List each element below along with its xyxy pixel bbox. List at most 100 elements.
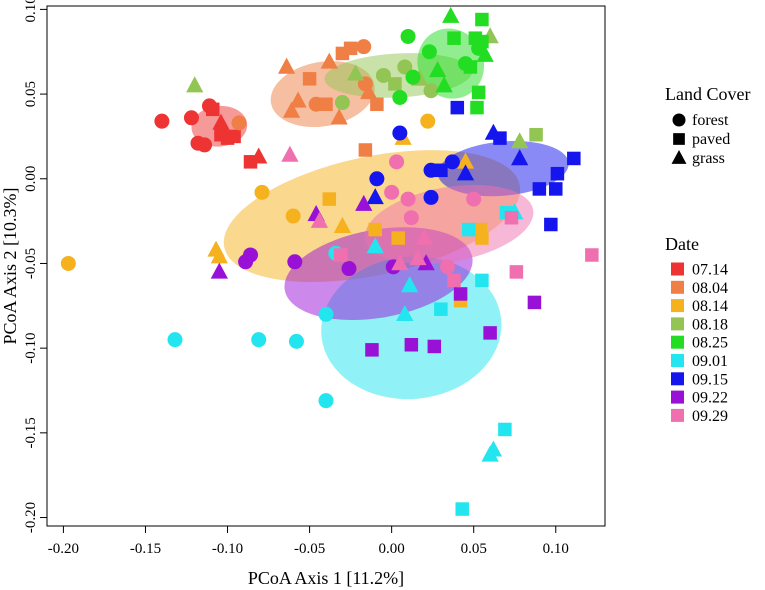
x-tick-label: 0.10 (543, 541, 569, 557)
point-09-29-triangle-9 (409, 249, 427, 266)
point-09-15-triangle-2 (366, 188, 384, 205)
point-08-14-square-9 (391, 231, 405, 245)
y-axis-label: PCoA Axis 2 [10.3%] (0, 187, 20, 344)
point-08-18-square-5 (388, 77, 402, 91)
point-09-22-circle-3 (243, 247, 259, 263)
data-points (60, 6, 599, 516)
point-07-14-square-9 (227, 129, 241, 144)
point-08-25-triangle-6 (442, 6, 460, 23)
x-tick-label: -0.20 (48, 541, 79, 557)
legend-date-label: 08.18 (692, 316, 728, 333)
legend-date-swatch (671, 408, 684, 422)
point-09-15-square-16 (550, 166, 565, 181)
point-09-15-circle-7 (444, 154, 460, 170)
legend-date-swatch (671, 335, 684, 349)
point-08-25-circle-2 (405, 69, 421, 85)
point-09-29-triangle-6 (391, 254, 409, 271)
point-08-04-triangle-14 (360, 83, 378, 100)
series-09-15 (366, 100, 581, 232)
point-08-04-triangle-9 (330, 108, 348, 125)
point-07-14-triangle-12 (250, 147, 268, 164)
point-09-22-circle-4 (287, 254, 303, 270)
point-09-29-square-15 (509, 265, 524, 279)
point-09-22-square-13 (483, 326, 497, 340)
point-09-01-square-16 (498, 422, 512, 437)
y-tick-label: 0.10 (23, 0, 39, 23)
point-09-15-square-13 (532, 182, 547, 196)
point-09-15-triangle-12 (511, 149, 529, 166)
point-09-15-circle-1 (369, 171, 385, 187)
y-tick-label: -0.05 (23, 248, 39, 279)
legend-forest-circle-icon (672, 113, 686, 127)
point-09-01-circle-2 (251, 332, 267, 348)
point-08-14-circle-1 (60, 255, 76, 271)
legend-date-label: 09.01 (692, 353, 728, 370)
series-09-29 (281, 145, 599, 288)
point-07-14-circle-2 (183, 110, 199, 126)
x-axis-label: PCoA Axis 1 [11.2%] (248, 568, 404, 588)
x-tick-label: -0.10 (212, 541, 243, 557)
point-08-25-square-14 (463, 60, 478, 74)
point-08-04-triangle-2 (277, 57, 296, 74)
legend-date-swatch (671, 262, 684, 276)
point-09-01-triangle-8 (396, 304, 414, 322)
x-tick-label: -0.05 (294, 541, 325, 557)
point-09-29-circle-8 (403, 210, 419, 226)
point-09-15-circle-3 (392, 125, 408, 141)
x-tick-label: -0.15 (130, 541, 161, 557)
legend-land-cover-title: Land Cover (665, 84, 750, 104)
legend-date-label: 09.29 (692, 408, 728, 425)
point-08-25-triangle-4 (428, 61, 447, 78)
point-09-29-circle-7 (400, 191, 416, 207)
point-07-14-triangle-10 (212, 113, 230, 130)
legend-land-cover: Land Cover forest paved grass (665, 84, 750, 167)
legend-date-label: 07.14 (692, 262, 728, 279)
y-tick-label: 0.00 (23, 166, 39, 192)
point-09-22-square-15 (453, 287, 468, 301)
point-09-29-circle-4 (384, 184, 400, 200)
x-tick-label: 0.05 (461, 541, 487, 557)
point-08-04-triangle-8 (320, 52, 338, 69)
point-08-14-triangle-3 (210, 247, 228, 264)
point-09-01-triangle-9 (401, 276, 419, 293)
legend-paved-square-icon (673, 133, 685, 145)
series-07-14 (154, 98, 268, 169)
x-tick-label: 0.00 (379, 541, 405, 557)
point-08-25-square-15 (471, 85, 486, 100)
point-08-14-circle-4 (254, 184, 270, 200)
point-08-14-triangle-12 (456, 152, 475, 169)
point-09-29-circle-5 (389, 154, 405, 170)
point-08-04-square-15 (370, 97, 384, 111)
legend-date-label: 09.15 (692, 371, 728, 388)
y-tick-label: -0.20 (23, 502, 39, 533)
point-09-15-triangle-9 (456, 164, 475, 181)
point-08-14-circle-5 (285, 208, 301, 224)
point-09-01-square-13 (455, 502, 469, 516)
point-09-01-triangle-7 (366, 237, 384, 254)
point-08-25-square-10 (475, 12, 489, 27)
point-09-29-square-16 (585, 248, 599, 262)
point-08-18-circle-2 (334, 95, 350, 111)
point-08-25-triangle-13 (476, 45, 494, 62)
y-tick-label: 0.05 (23, 81, 39, 107)
point-09-15-square-14 (544, 217, 558, 232)
x-axis: -0.20 -0.15 -0.10 -0.05 0.00 0.05 0.10 (48, 526, 569, 557)
point-08-18-circle-4 (375, 67, 391, 83)
legend-date-label: 09.22 (692, 390, 728, 407)
legend-date-title: Date (665, 234, 699, 254)
point-08-04-triangle-4 (289, 91, 307, 108)
point-08-25-circle-17 (392, 89, 408, 105)
point-09-15-square-8 (450, 100, 465, 115)
y-tick-label: -0.10 (23, 333, 39, 364)
point-08-18-square-11 (529, 127, 543, 142)
point-08-14-square-6 (322, 192, 337, 206)
point-08-04-circle-1 (231, 115, 247, 131)
legend-date-label: 08.25 (692, 335, 728, 352)
legend-date-swatch (671, 354, 684, 367)
point-08-04-square-7 (319, 97, 333, 111)
point-08-25-triangle-5 (435, 76, 453, 93)
point-09-15-square-17 (567, 151, 581, 166)
point-09-01-circle-4 (318, 393, 334, 409)
legend-date-swatch (671, 372, 684, 386)
